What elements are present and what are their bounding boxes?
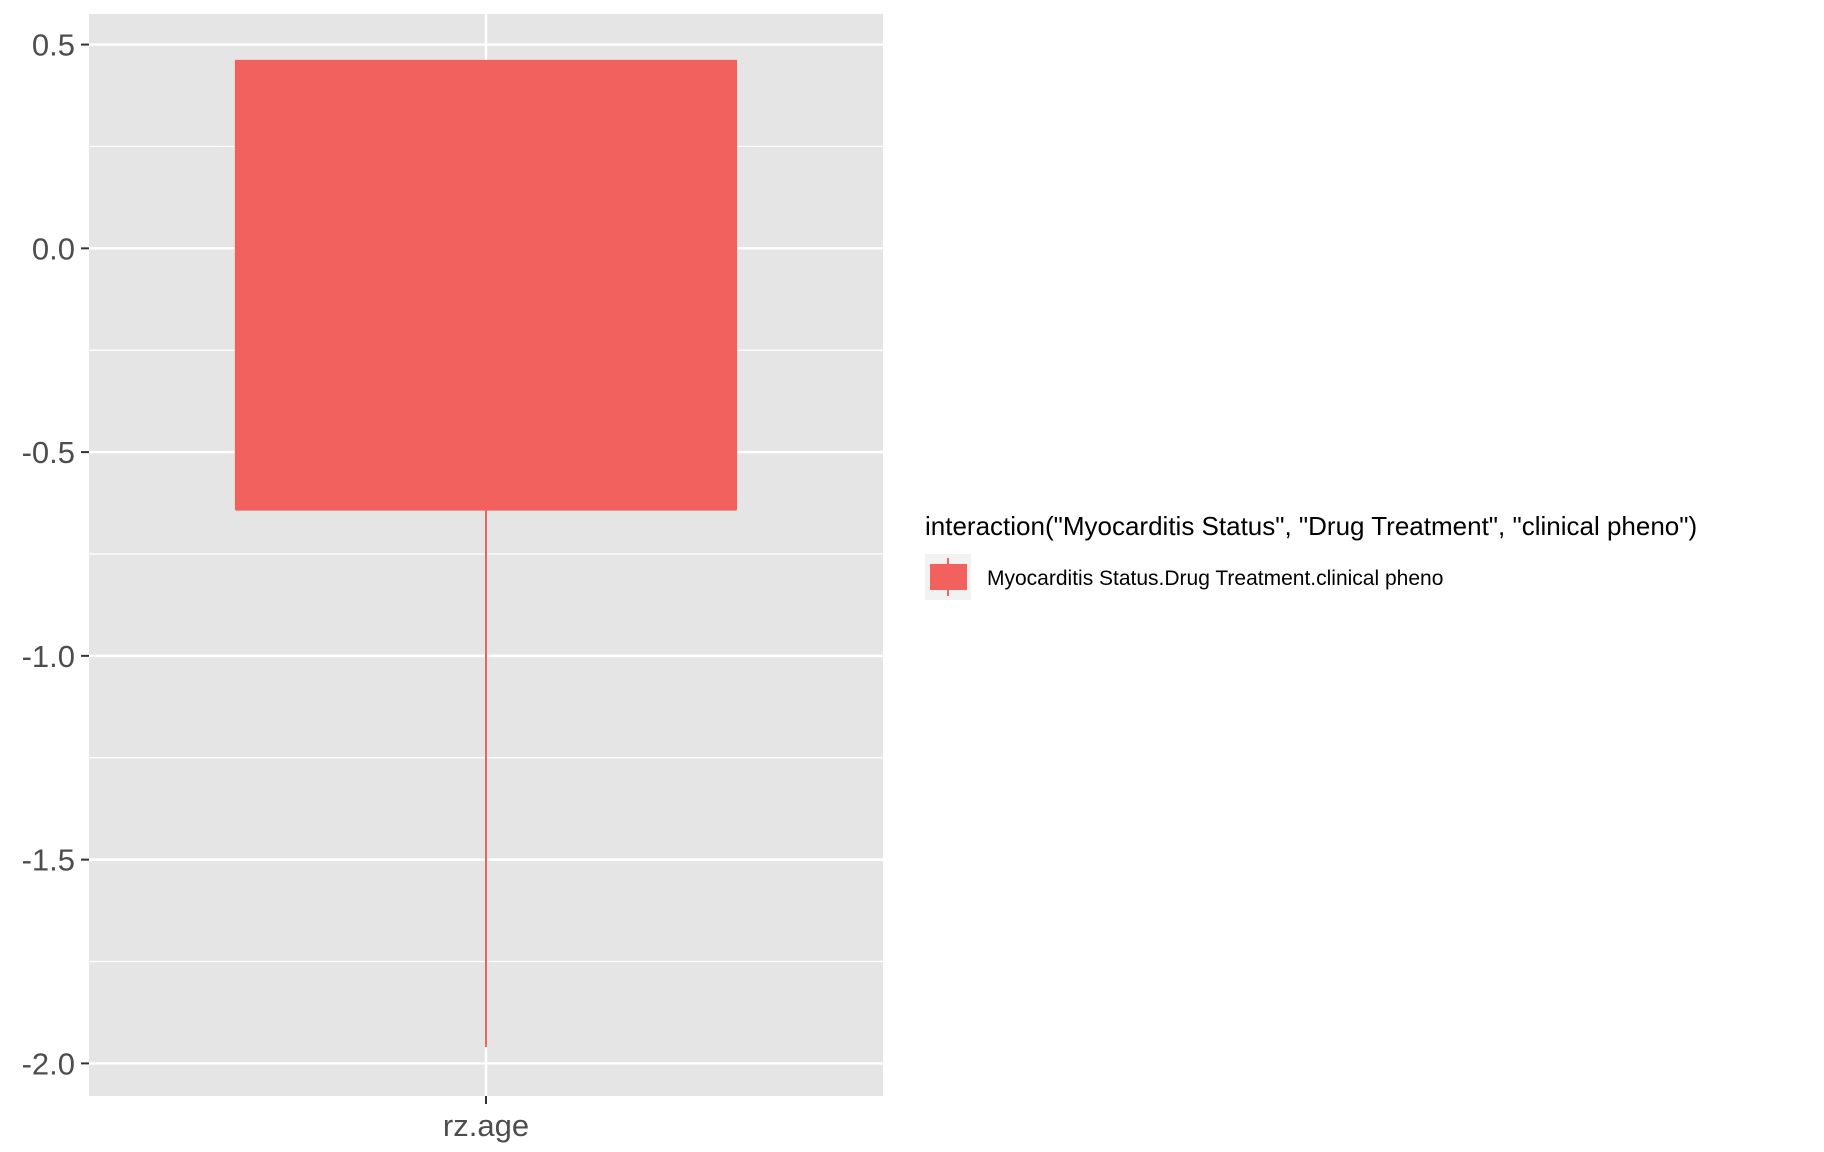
x-tick-label: rz.age bbox=[443, 1108, 529, 1143]
legend-entry-label: Myocarditis Status.Drug Treatment.clinic… bbox=[987, 567, 1443, 590]
y-tick-label: -1.5 bbox=[22, 843, 75, 878]
y-tick-label: 0.5 bbox=[32, 28, 75, 63]
axes: 0.5 0.0 -0.5 -1.0 -1.5 -2.0 rz.age bbox=[22, 28, 530, 1143]
y-tick-label: -1.0 bbox=[22, 639, 75, 674]
box-marks bbox=[234, 59, 738, 1048]
y-tick-label: -0.5 bbox=[22, 435, 75, 470]
legend: interaction("Myocarditis Status", "Drug … bbox=[925, 511, 1697, 600]
box bbox=[234, 59, 738, 511]
y-tick-label: 0.0 bbox=[32, 231, 75, 266]
legend-key-box bbox=[930, 564, 967, 590]
legend-title: interaction("Myocarditis Status", "Drug … bbox=[925, 511, 1697, 541]
y-tick-label: -2.0 bbox=[22, 1046, 75, 1081]
